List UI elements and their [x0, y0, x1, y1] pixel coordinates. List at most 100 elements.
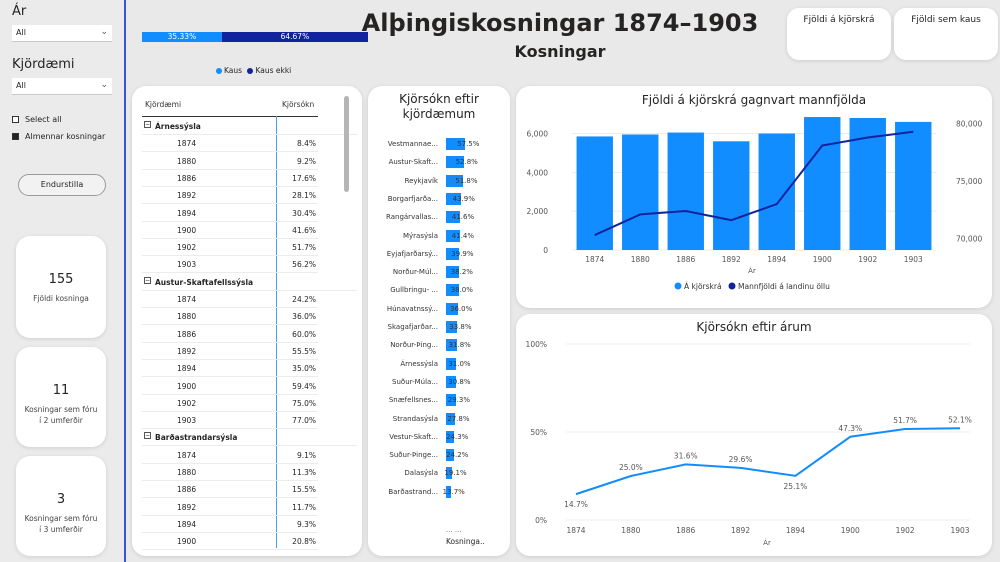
bar-category-label: Norður-Múl...	[392, 268, 438, 277]
row-turnout: 28.1%	[292, 191, 316, 201]
general-elections-checkbox[interactable]: Almennar kosningar	[12, 132, 105, 141]
bar-row[interactable]: Suður-Múla... 30.8%	[368, 374, 510, 390]
kpi-value: 3	[56, 492, 66, 507]
row-year: 1874	[177, 139, 197, 149]
bar[interactable]	[446, 247, 460, 260]
x-tick-label: 1880	[631, 255, 650, 264]
bar[interactable]	[446, 266, 459, 279]
table-row: 1880 11.3%	[142, 464, 318, 481]
reset-button[interactable]: Endurstilla	[18, 174, 106, 196]
bar-row[interactable]: Strandasýsla 27.8%	[368, 411, 510, 427]
data-label: 47.3%	[838, 424, 862, 433]
bar-row[interactable]: Suður-Þinge... 24.2%	[368, 447, 510, 463]
bar-row[interactable]: Eyjafjarðarsý... 39.9%	[368, 246, 510, 262]
row-turnout: 59.4%	[292, 381, 316, 391]
bar[interactable]	[446, 467, 453, 480]
table-row: 1900 59.4%	[142, 378, 318, 395]
bar-row[interactable]: Vestur-Skaft... 24.3%	[368, 429, 510, 445]
table-group-row[interactable]: − Árnessýsla	[142, 118, 357, 135]
bar-row[interactable]: Húnavatnssý... 36.0%	[368, 301, 510, 317]
bar[interactable]	[446, 174, 464, 187]
bar-row[interactable]: Reykjavík 51.8%	[368, 173, 510, 189]
not-voted-segment[interactable]: 64.67%	[221, 32, 368, 42]
year-dropdown-value: All	[16, 28, 26, 37]
col-header-district[interactable]: Kjördæmi	[145, 100, 182, 109]
bar-row[interactable]: Árnessýsla 31.0%	[368, 356, 510, 372]
bar[interactable]	[446, 284, 459, 297]
bar[interactable]	[446, 229, 460, 242]
bar[interactable]	[446, 412, 456, 425]
page-title: Alþingiskosningar 1874–1903	[361, 9, 759, 37]
row-year: 1886	[177, 485, 197, 495]
bar-row[interactable]: Borgarfjarða... 43.9%	[368, 191, 510, 207]
table-row: 1874 8.4%	[142, 135, 318, 153]
row-turnout: 15.5%	[292, 485, 316, 495]
bar-row[interactable]: Barðastrand... 13.7%	[368, 484, 510, 500]
kpi-label: Kosningar sem fóru í 2 umferðir	[24, 405, 98, 425]
population-line	[594, 130, 914, 236]
table-scrollbar[interactable]	[344, 96, 349, 192]
kpi-label: Fjöldi kosninga	[33, 294, 89, 303]
x-tick-label: 1894	[767, 255, 786, 264]
table-row: 1874 9.1%	[142, 447, 318, 464]
bar-row[interactable]: Rangárvallas... 41.6%	[368, 209, 510, 225]
bar-row[interactable]: Norður-Þing... 31.8%	[368, 337, 510, 353]
bar-category-label: Strandasýsla	[392, 414, 438, 423]
column-divider	[276, 116, 277, 548]
bar[interactable]	[446, 192, 461, 205]
bar[interactable]	[446, 375, 457, 388]
row-year: 1886	[177, 329, 197, 339]
bar[interactable]	[446, 430, 455, 443]
table-group-row[interactable]: − Barðastrandarsýsla	[142, 429, 357, 447]
bar[interactable]	[446, 449, 455, 462]
bar-row[interactable]: Austur-Skaft... 52.8%	[368, 154, 510, 170]
bar-category-label: Suður-Múla...	[392, 377, 438, 386]
district-dropdown-value: All	[16, 81, 26, 90]
bar[interactable]	[446, 357, 457, 370]
row-turnout: 36.0%	[292, 312, 316, 322]
row-year: 1886	[177, 173, 197, 183]
bar-row[interactable]: Mýrasýsla 41.4%	[368, 228, 510, 244]
registry-vs-population-chart: Fjöldi á kjörskrá gagnvart mannfjölda Ár…	[527, 93, 983, 291]
collapse-icon[interactable]: −	[144, 121, 151, 128]
bar[interactable]	[446, 339, 457, 352]
bar-row[interactable]: Gullbringu- ... 38.0%	[368, 282, 510, 298]
card-registry-label: Fjöldi á kjörskrá	[803, 15, 875, 25]
bar[interactable]	[446, 156, 464, 169]
legend-dot-icon	[728, 282, 736, 290]
card-voter-count: Fjöldi sem kaus	[894, 8, 998, 60]
bar-row[interactable]: Vestmannae... 57.5%	[368, 136, 510, 152]
bar-row[interactable]: Norður-Múl... 38.2%	[368, 264, 510, 280]
bar[interactable]	[446, 485, 451, 498]
bar-row[interactable]: Dalasýsla 19.1%	[368, 465, 510, 481]
bar[interactable]	[446, 302, 458, 315]
collapse-icon[interactable]: −	[144, 276, 151, 284]
bar-category-label: Gullbringu- ...	[390, 286, 438, 295]
bar-row[interactable]: Snæfellsnes... 29.3%	[368, 392, 510, 408]
year-dropdown[interactable]: All ⌄	[12, 25, 112, 42]
voted-segment[interactable]: 35.33%	[142, 32, 222, 42]
bar	[622, 134, 659, 250]
chart-title: Kjörsókn eftir árum	[696, 320, 811, 334]
row-year: 1894	[177, 519, 197, 529]
collapse-icon[interactable]: −	[144, 432, 151, 440]
col-header-turnout[interactable]: Kjörsókn	[282, 100, 315, 109]
table-group-row[interactable]: − Austur-Skaftafellssýsla	[142, 274, 357, 291]
row-turnout: 41.6%	[292, 225, 316, 235]
bar[interactable]	[446, 138, 466, 150]
x-axis-title: Ár	[763, 538, 771, 547]
table-row: 1903 56.2%	[142, 256, 318, 274]
bar-value-label: 24.3%	[446, 432, 469, 441]
bar[interactable]	[446, 394, 456, 407]
bar[interactable]	[446, 211, 460, 224]
data-label: 29.6%	[729, 455, 753, 464]
select-all-checkbox[interactable]: Select all	[12, 115, 62, 124]
bar-category-label: Árnessýsla	[400, 359, 438, 368]
table-row: 1902 51.7%	[142, 239, 318, 257]
district-dropdown[interactable]: All ⌄	[12, 78, 112, 95]
bar	[713, 141, 750, 250]
x-tick-label: 1886	[676, 255, 695, 264]
bar[interactable]	[446, 321, 458, 333]
split-legend: Kaus Kaus ekki	[216, 66, 291, 75]
bar-row[interactable]: Skagafjarðar... 33.8%	[368, 319, 510, 335]
